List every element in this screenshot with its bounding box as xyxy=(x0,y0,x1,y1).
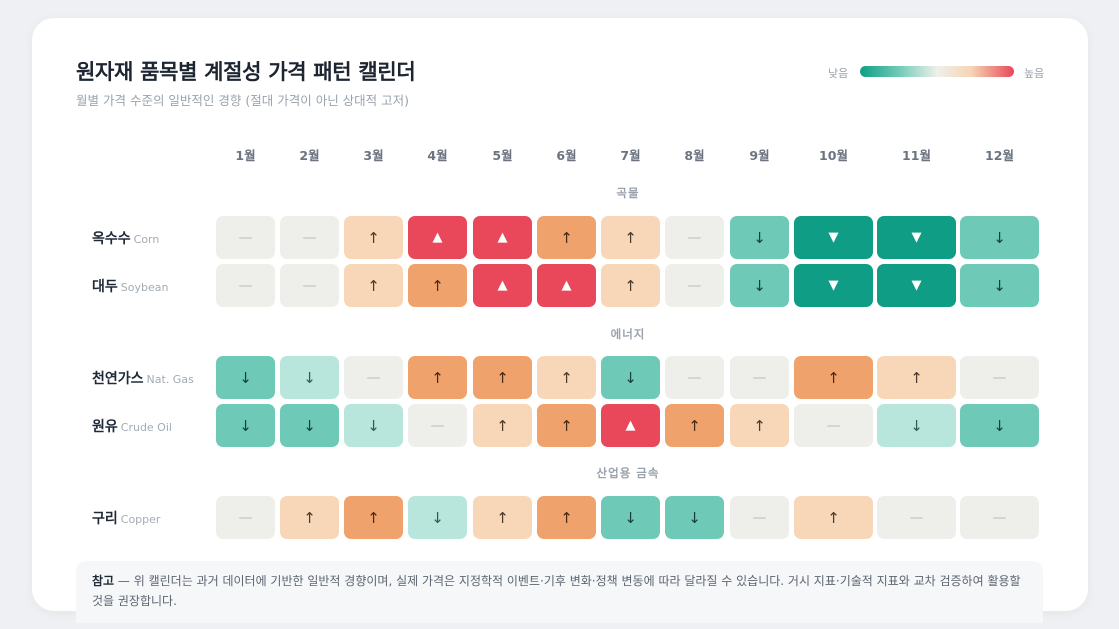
heatmap-cell: ↑ xyxy=(344,264,403,307)
heatmap-cell: ▼ xyxy=(794,264,873,307)
heatmap-cell: — xyxy=(960,496,1039,539)
month-label: 4월 xyxy=(427,148,448,163)
section-label: 에너지 xyxy=(610,327,646,341)
heatmap-cell: ↑ xyxy=(537,404,596,447)
note-text: — 위 캘린더는 과거 데이터에 기반한 일반적 경향이며, 실제 가격은 지정… xyxy=(92,574,1021,608)
row-label-korean: 원유 xyxy=(92,419,118,435)
heatmap-cell: — xyxy=(665,264,724,307)
heatmap-cell: ▼ xyxy=(794,216,873,259)
heatmap-cell: ▲ xyxy=(473,216,532,259)
heatmap-cell: ↑ xyxy=(730,404,789,447)
heatmap-cell: — xyxy=(665,356,724,399)
heatmap-cell: ↓ xyxy=(730,264,789,307)
legend-low-label: 낮음 xyxy=(828,67,849,80)
month-label: 12월 xyxy=(985,148,1014,163)
heatmap-cell: ↑ xyxy=(408,356,467,399)
heatmap-cell: ↑ xyxy=(280,496,339,539)
section-label: 곡물 xyxy=(616,186,640,200)
row-label: 원유 Crude Oil xyxy=(92,404,172,448)
row-label-korean: 구리 xyxy=(92,511,118,527)
heatmap-cell: — xyxy=(216,496,275,539)
heatmap-cell: ↓ xyxy=(960,216,1039,259)
heatmap-cell: — xyxy=(960,356,1039,399)
heatmap-cell: ▲ xyxy=(601,404,660,447)
month-label: 8월 xyxy=(684,148,705,163)
legend-gradient-bar xyxy=(860,66,1014,77)
heatmap-cell: ▲ xyxy=(537,264,596,307)
heatmap-cell: ↓ xyxy=(877,404,956,447)
heatmap-cell: — xyxy=(877,496,956,539)
heatmap-cell: — xyxy=(216,216,275,259)
heatmap-cell: ↓ xyxy=(601,356,660,399)
heatmap-cell: ▼ xyxy=(877,264,956,307)
row-label-korean: 옥수수 xyxy=(92,231,131,247)
heatmap-cell: — xyxy=(344,356,403,399)
heatmap-cell: ↓ xyxy=(601,496,660,539)
heatmap-cell: ↑ xyxy=(537,216,596,259)
heatmap-cell: ↑ xyxy=(344,216,403,259)
row-label-english: Corn xyxy=(133,233,160,246)
row-label: 대두 Soybean xyxy=(92,264,168,308)
row-label: 천연가스 Nat. Gas xyxy=(92,356,194,400)
heatmap-cell: ↓ xyxy=(408,496,467,539)
heatmap-cell: ▲ xyxy=(473,264,532,307)
heatmap-cell: — xyxy=(216,264,275,307)
heatmap-cell: ↓ xyxy=(216,356,275,399)
month-label: 7월 xyxy=(620,148,641,163)
month-label: 11월 xyxy=(902,148,931,163)
row-label-english: Nat. Gas xyxy=(146,373,194,386)
heatmap-cell: ↓ xyxy=(280,404,339,447)
month-label: 10월 xyxy=(819,148,848,163)
heatmap-cell: ↓ xyxy=(960,264,1039,307)
row-label-english: Soybean xyxy=(120,281,169,294)
heatmap-cell: ↑ xyxy=(408,264,467,307)
heatmap-cell: ↑ xyxy=(473,404,532,447)
month-label: 5월 xyxy=(492,148,513,163)
row-label-korean: 대두 xyxy=(92,279,118,295)
heatmap-cell: ↑ xyxy=(473,356,532,399)
heatmap-cell: ▼ xyxy=(877,216,956,259)
heatmap-cell: — xyxy=(665,216,724,259)
heatmap-cell: ↓ xyxy=(344,404,403,447)
heatmap-cell: ↑ xyxy=(794,356,873,399)
legend-high-label: 높음 xyxy=(1024,67,1045,80)
heatmap-cell: ↓ xyxy=(665,496,724,539)
heatmap-cell: — xyxy=(730,496,789,539)
heatmap-cell: ↓ xyxy=(730,216,789,259)
heatmap-cell: — xyxy=(794,404,873,447)
heatmap-cell: ↑ xyxy=(473,496,532,539)
note-label: 참고 xyxy=(92,574,115,588)
heatmap-cell: ↓ xyxy=(960,404,1039,447)
heatmap-cell: ↑ xyxy=(537,496,596,539)
heatmap-cell: — xyxy=(280,216,339,259)
heatmap-cell: ▲ xyxy=(408,216,467,259)
page-title: 원자재 품목별 계절성 가격 패턴 캘린더 xyxy=(76,60,416,84)
month-label: 6월 xyxy=(556,148,577,163)
page-subtitle: 월별 가격 수준의 일반적인 경향 (절대 가격이 아닌 상대적 고저) xyxy=(76,93,410,108)
heatmap-cell: ↑ xyxy=(344,496,403,539)
heatmap-cell: — xyxy=(730,356,789,399)
row-label: 구리 Copper xyxy=(92,496,160,540)
row-label: 옥수수 Corn xyxy=(92,216,159,260)
section-label: 산업용 금속 xyxy=(596,466,660,480)
month-label: 1월 xyxy=(235,148,256,163)
heatmap-cell: — xyxy=(280,264,339,307)
month-label: 2월 xyxy=(299,148,320,163)
row-label-korean: 천연가스 xyxy=(92,371,144,387)
heatmap-cell: ↑ xyxy=(537,356,596,399)
note-box: 참고 — 위 캘린더는 과거 데이터에 기반한 일반적 경향이며, 실제 가격은… xyxy=(76,561,1043,623)
heatmap-cell: ↑ xyxy=(601,264,660,307)
heatmap-cell: — xyxy=(408,404,467,447)
month-label: 9월 xyxy=(749,148,770,163)
month-label: 3월 xyxy=(363,148,384,163)
heatmap-cell: ↑ xyxy=(877,356,956,399)
heatmap-cell: ↑ xyxy=(601,216,660,259)
row-label-english: Copper xyxy=(120,513,161,526)
heatmap-cell: ↓ xyxy=(216,404,275,447)
heatmap-cell: ↑ xyxy=(794,496,873,539)
row-label-english: Crude Oil xyxy=(120,421,172,434)
heatmap-cell: ↓ xyxy=(280,356,339,399)
heatmap-cell: ↑ xyxy=(665,404,724,447)
